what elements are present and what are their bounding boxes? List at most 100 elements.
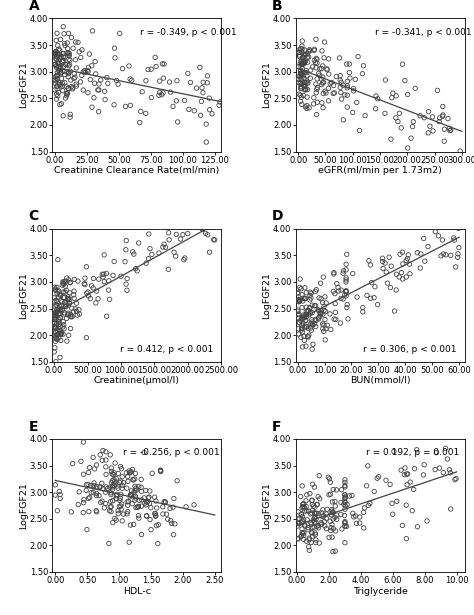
Point bbox=[123, 483, 130, 493]
Point bbox=[301, 335, 308, 345]
Point bbox=[320, 302, 328, 312]
Point bbox=[157, 466, 164, 475]
Point bbox=[297, 66, 304, 76]
Point bbox=[316, 70, 323, 80]
Point bbox=[314, 82, 321, 92]
Point bbox=[300, 499, 307, 509]
Point bbox=[298, 68, 305, 78]
Point bbox=[298, 518, 306, 528]
Point bbox=[301, 81, 309, 90]
Point bbox=[130, 487, 138, 497]
Point bbox=[301, 58, 308, 68]
Point bbox=[52, 330, 59, 340]
Point bbox=[319, 89, 327, 98]
Point bbox=[61, 77, 69, 87]
Point bbox=[301, 323, 309, 333]
Point bbox=[363, 481, 371, 491]
Point bbox=[52, 328, 59, 338]
Point bbox=[64, 49, 72, 58]
Point bbox=[96, 450, 104, 459]
Point bbox=[170, 494, 178, 504]
Point bbox=[387, 261, 395, 271]
Point bbox=[66, 109, 74, 119]
Point bbox=[53, 288, 61, 298]
Point bbox=[346, 68, 353, 77]
Point bbox=[379, 256, 386, 266]
Point bbox=[309, 300, 316, 310]
Point bbox=[300, 81, 308, 90]
Point bbox=[296, 50, 303, 60]
Point bbox=[153, 521, 160, 531]
Text: E: E bbox=[28, 419, 38, 434]
Point bbox=[301, 294, 308, 304]
Point bbox=[308, 528, 315, 538]
Point bbox=[401, 470, 409, 480]
Point bbox=[114, 506, 122, 515]
Point bbox=[145, 493, 152, 502]
Point bbox=[298, 69, 305, 79]
Point bbox=[62, 93, 69, 103]
Point bbox=[63, 89, 70, 98]
Point bbox=[172, 251, 180, 261]
Point bbox=[310, 522, 318, 532]
Point bbox=[294, 534, 301, 544]
Point bbox=[54, 330, 61, 340]
Point bbox=[125, 466, 133, 476]
Point bbox=[104, 483, 111, 493]
Point bbox=[118, 472, 126, 482]
Point bbox=[73, 310, 81, 320]
Point bbox=[403, 480, 411, 490]
Point bbox=[206, 247, 213, 257]
Point bbox=[438, 251, 445, 261]
Point bbox=[52, 49, 60, 59]
Point bbox=[322, 298, 330, 308]
Point bbox=[310, 514, 318, 523]
Point bbox=[52, 46, 60, 56]
Point bbox=[330, 81, 337, 90]
Point bbox=[112, 515, 120, 525]
Point bbox=[68, 33, 75, 42]
Point bbox=[321, 335, 329, 345]
Point bbox=[297, 66, 304, 76]
Point bbox=[96, 482, 104, 492]
Point bbox=[215, 223, 223, 232]
Point bbox=[68, 312, 76, 322]
Point bbox=[381, 108, 389, 118]
Point bbox=[95, 274, 102, 284]
Point bbox=[294, 295, 302, 304]
Point bbox=[295, 45, 303, 55]
Point bbox=[103, 73, 110, 82]
Point bbox=[88, 281, 95, 291]
Point bbox=[56, 63, 64, 73]
Point bbox=[131, 495, 138, 505]
Point bbox=[56, 46, 64, 55]
Point bbox=[326, 309, 334, 319]
Point bbox=[52, 50, 59, 60]
Point bbox=[53, 84, 61, 94]
Point bbox=[57, 301, 65, 311]
Point bbox=[60, 49, 67, 58]
Point bbox=[64, 83, 72, 93]
Point bbox=[304, 525, 312, 534]
Point bbox=[308, 538, 315, 547]
Point bbox=[171, 519, 179, 529]
Point bbox=[312, 322, 319, 331]
Point bbox=[112, 493, 120, 503]
Point bbox=[300, 528, 308, 538]
Point bbox=[298, 530, 305, 540]
Point bbox=[323, 504, 331, 514]
Point bbox=[410, 485, 418, 494]
Point bbox=[333, 485, 340, 495]
Point bbox=[138, 486, 146, 496]
Point bbox=[316, 494, 324, 504]
Point bbox=[320, 77, 328, 87]
Point bbox=[402, 272, 410, 282]
Point bbox=[327, 325, 335, 335]
Point bbox=[201, 221, 209, 231]
Point bbox=[147, 93, 155, 103]
Point bbox=[381, 258, 389, 268]
Point bbox=[93, 489, 100, 499]
Point bbox=[300, 58, 307, 68]
Point bbox=[301, 82, 309, 92]
Point bbox=[64, 310, 72, 320]
